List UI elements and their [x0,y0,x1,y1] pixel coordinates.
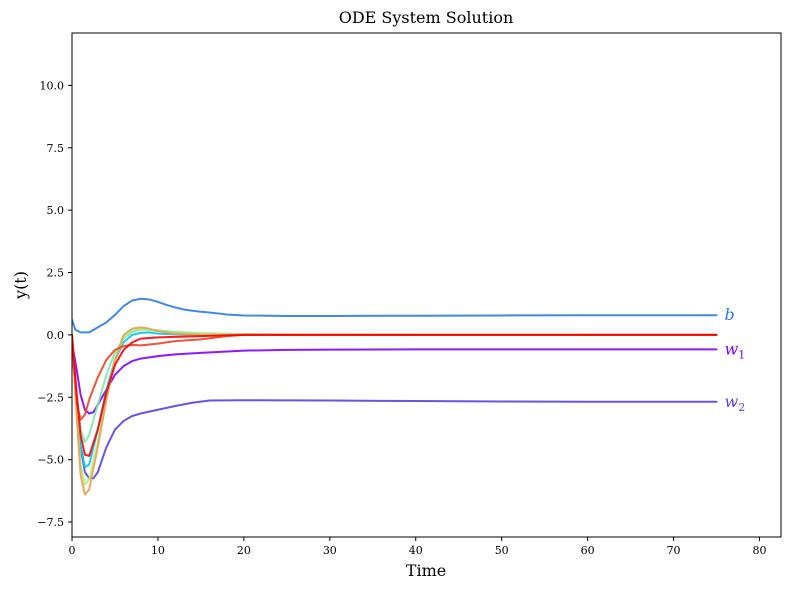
plot-area [71,32,782,538]
x-axis-title: Time [406,561,446,580]
x-tick-label: 0 [69,544,76,557]
y-tick-label: 7.5 [47,142,65,155]
series-label-b: b [725,305,735,324]
chart-title: ODE System Solution [339,8,514,27]
x-tick-label: 30 [323,544,337,557]
series-label-w1: w1 [725,339,746,361]
x-tick-label: 20 [237,544,251,557]
x-tick-label: 40 [409,544,423,557]
series-line-unlabeled-6 [72,326,718,496]
y-tick-label: 10.0 [40,79,65,92]
series-label-subscript: 1 [738,348,745,361]
x-tick-label: 10 [151,544,165,557]
series-line-w2 [72,346,718,480]
series-label-text: w [725,339,739,358]
series-label-w2: w2 [725,392,746,414]
x-tick-label: 50 [495,544,509,557]
series-line-w1 [72,341,718,415]
plot-frame [71,32,782,538]
series-label-subscript: 2 [738,401,745,414]
y-tick-label: 5.0 [47,204,65,217]
y-tick-label: −2.5 [37,391,64,404]
x-tick-label: 80 [753,544,767,557]
y-tick-label: 0.0 [47,329,65,342]
y-axis-title: y(t) [11,271,30,300]
plot-background [72,33,781,537]
y-tick-label: −7.5 [37,516,64,529]
x-tick-label: 60 [581,544,595,557]
y-tick-label: −5.0 [37,454,64,467]
series-line-unlabeled-8 [72,333,718,457]
series-layer [72,297,718,496]
x-axis: 0 10 20 30 40 50 60 70 80 [69,537,767,557]
series-label-text: b [725,305,735,324]
y-tick-label: 2.5 [47,267,65,280]
series-line-b [72,297,718,334]
y-axis: −7.5 −5.0 −2.5 0.0 2.5 5.0 7.5 10.0 [37,79,72,529]
x-tick-label: 70 [667,544,681,557]
series-label-text: w [725,392,739,411]
